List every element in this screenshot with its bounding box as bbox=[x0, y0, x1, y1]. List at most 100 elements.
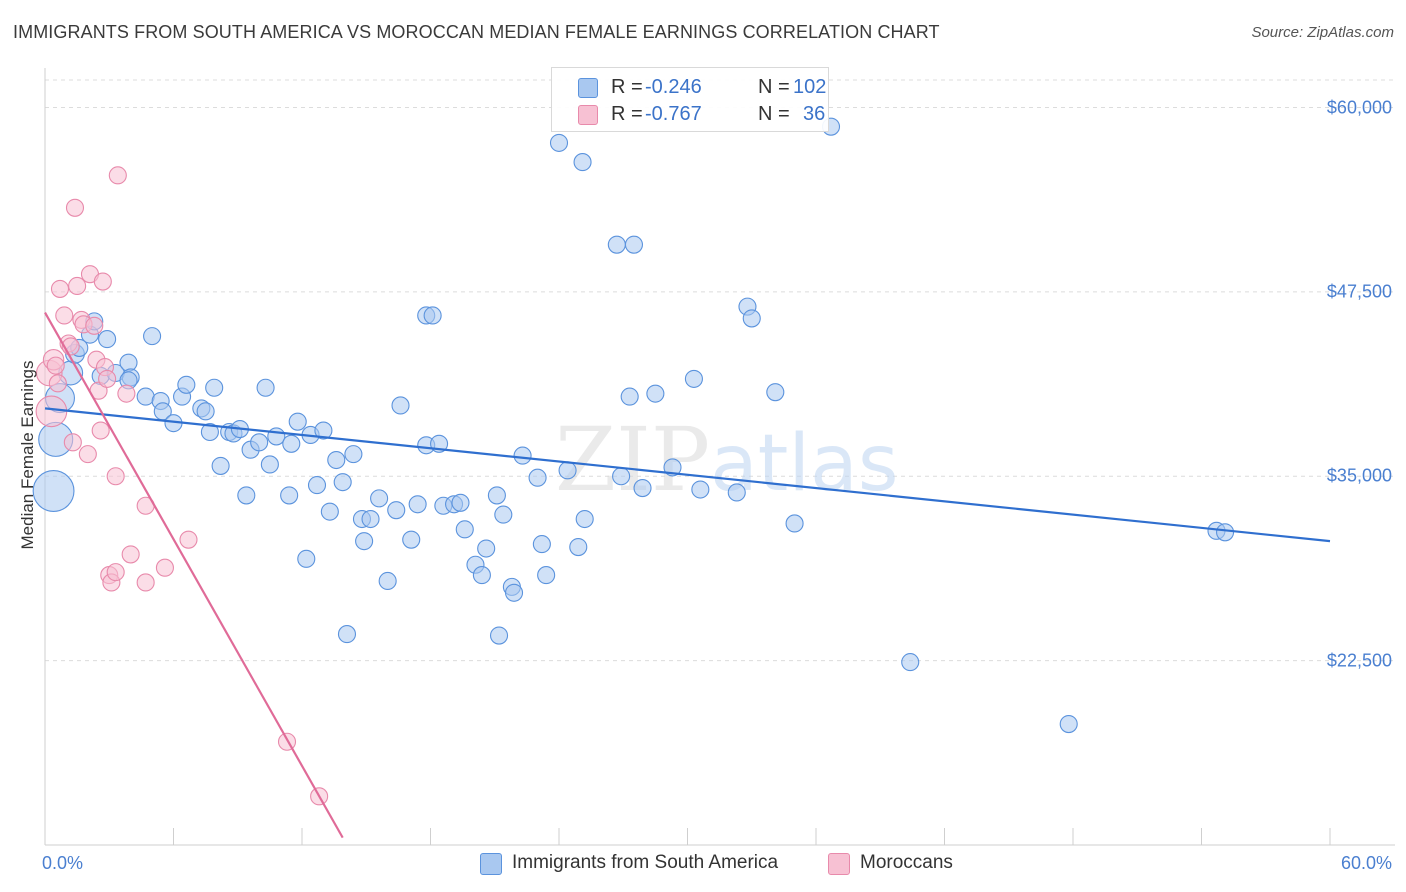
legend-swatch-blue bbox=[480, 853, 502, 875]
data-point-moroccans bbox=[106, 467, 125, 486]
data-point-moroccans bbox=[108, 166, 127, 185]
data-point-immigrants bbox=[575, 509, 594, 529]
data-point-moroccans bbox=[78, 445, 97, 464]
legend-r-label: R = bbox=[611, 76, 643, 98]
data-point-immigrants bbox=[344, 445, 363, 464]
data-point-immigrants bbox=[200, 422, 219, 442]
data-point-immigrants bbox=[513, 446, 532, 465]
y-tick-label: $60,000 bbox=[1326, 97, 1392, 117]
data-point-immigrants bbox=[402, 530, 421, 549]
data-point-immigrants bbox=[314, 421, 333, 440]
legend-swatch-pink bbox=[578, 105, 598, 125]
data-point-immigrants bbox=[355, 532, 374, 551]
data-point-moroccans bbox=[106, 563, 125, 582]
trend-line-moroccans bbox=[44, 311, 344, 839]
data-point-immigrants bbox=[387, 501, 406, 520]
data-point-immigrants bbox=[558, 461, 577, 480]
data-point-immigrants bbox=[320, 502, 339, 521]
legend-swatch-pink bbox=[828, 853, 850, 875]
data-point-moroccans bbox=[48, 374, 67, 393]
data-point-moroccans bbox=[136, 573, 155, 592]
data-point-immigrants bbox=[612, 467, 631, 486]
watermark-zip: ZIP bbox=[555, 408, 710, 511]
series-immigrants-points bbox=[32, 117, 1235, 734]
data-point-immigrants bbox=[633, 478, 652, 498]
stats-legend: R = -0.246 N = 102 R = -0.767 N = 36 bbox=[551, 67, 829, 132]
grid-lines bbox=[45, 79, 1395, 662]
data-point-immigrants bbox=[455, 520, 474, 539]
data-point-immigrants bbox=[1216, 523, 1235, 542]
data-point-immigrants bbox=[646, 384, 665, 403]
legend-r-label: R = bbox=[611, 103, 643, 125]
data-point-immigrants bbox=[307, 476, 327, 495]
data-point-immigrants bbox=[297, 549, 316, 568]
data-point-immigrants bbox=[391, 396, 410, 415]
data-point-immigrants bbox=[98, 330, 117, 349]
data-point-moroccans bbox=[50, 279, 70, 298]
data-point-immigrants bbox=[504, 583, 524, 602]
legend-n-label: N = bbox=[758, 76, 790, 98]
data-point-immigrants bbox=[143, 327, 162, 346]
data-point-immigrants bbox=[211, 456, 230, 475]
data-point-immigrants bbox=[177, 375, 196, 394]
data-point-moroccans bbox=[46, 356, 65, 375]
data-point-immigrants bbox=[378, 571, 397, 591]
data-point-immigrants bbox=[32, 470, 75, 512]
data-point-immigrants bbox=[119, 353, 138, 372]
legend-label-immigrants: Immigrants from South America bbox=[512, 852, 779, 873]
data-point-immigrants bbox=[260, 455, 279, 474]
trend-lines bbox=[44, 311, 1331, 839]
data-point-immigrants bbox=[684, 369, 703, 388]
data-point-moroccans bbox=[65, 198, 85, 217]
data-point-immigrants bbox=[624, 235, 644, 254]
legend-n-value: 102 bbox=[793, 76, 827, 98]
data-point-moroccans bbox=[63, 433, 82, 452]
data-point-immigrants bbox=[528, 468, 547, 487]
data-point-immigrants bbox=[785, 514, 804, 533]
y-tick-label: $47,500 bbox=[1326, 281, 1392, 302]
legend-swatch-blue bbox=[578, 78, 598, 98]
legend-n-value: 36 bbox=[803, 103, 826, 125]
data-point-immigrants bbox=[267, 427, 286, 446]
x-tick-min: 0.0% bbox=[42, 853, 84, 873]
legend-n-label: N = bbox=[758, 103, 790, 125]
data-point-moroccans bbox=[68, 276, 87, 296]
data-point-immigrants bbox=[288, 412, 307, 431]
data-point-immigrants bbox=[489, 626, 509, 645]
data-point-immigrants bbox=[250, 433, 269, 452]
y-tick-label: $35,000 bbox=[1326, 465, 1392, 486]
data-point-moroccans bbox=[179, 530, 198, 549]
data-point-immigrants bbox=[494, 505, 513, 524]
data-point-immigrants bbox=[451, 493, 470, 512]
data-point-immigrants bbox=[532, 535, 551, 554]
y-axis-label: Median Female Earnings bbox=[18, 360, 37, 550]
data-point-moroccans bbox=[98, 369, 117, 388]
data-point-immigrants bbox=[607, 235, 626, 254]
source-label: Source: ZipAtlas.com bbox=[1251, 24, 1394, 41]
data-point-immigrants bbox=[361, 509, 380, 529]
data-point-moroccans bbox=[93, 272, 112, 291]
data-point-immigrants bbox=[620, 387, 639, 406]
data-point-immigrants bbox=[1059, 714, 1078, 734]
data-point-moroccans bbox=[121, 545, 140, 564]
data-point-moroccans bbox=[55, 306, 74, 325]
legend-r-value: -0.767 bbox=[645, 103, 702, 125]
data-point-immigrants bbox=[333, 473, 352, 492]
data-point-moroccans bbox=[117, 384, 136, 403]
x-tick-max: 60.0% bbox=[1340, 853, 1392, 873]
y-tick-label: $22,500 bbox=[1326, 650, 1392, 671]
data-point-moroccans bbox=[155, 558, 174, 577]
data-point-immigrants bbox=[472, 566, 491, 585]
legend-r-value: -0.246 bbox=[645, 76, 702, 98]
data-point-immigrants bbox=[280, 486, 299, 505]
chart-title: IMMIGRANTS FROM SOUTH AMERICA VS MOROCCA… bbox=[13, 22, 940, 42]
data-point-immigrants bbox=[237, 486, 256, 505]
data-point-immigrants bbox=[742, 309, 761, 328]
data-point-immigrants bbox=[282, 434, 301, 453]
data-point-immigrants bbox=[136, 387, 155, 406]
data-point-immigrants bbox=[663, 458, 682, 477]
data-point-immigrants bbox=[573, 153, 592, 172]
data-point-immigrants bbox=[408, 495, 427, 514]
legend-label-moroccans: Moroccans bbox=[860, 852, 953, 873]
